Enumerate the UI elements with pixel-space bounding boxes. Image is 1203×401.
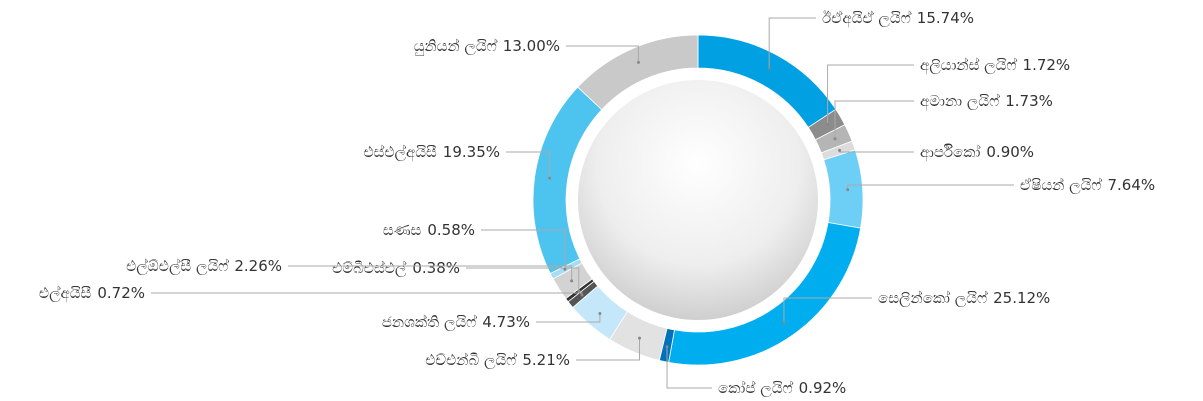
category-name: ආර්පිකෝ: [920, 143, 980, 162]
leader-line: [151, 292, 583, 296]
leader-dot: [570, 279, 574, 283]
leader-dot: [665, 345, 669, 349]
leader-dot: [563, 267, 567, 271]
leader-line: [576, 338, 641, 361]
slice-label: එස්එල්අයිසී 19.35%: [363, 142, 500, 161]
value-label: 13.00%: [503, 37, 560, 55]
value-label: 0.38%: [412, 259, 460, 277]
value-label: 4.73%: [482, 313, 530, 331]
category-name: ඒෂියන් ලයිෆ්: [1020, 175, 1102, 193]
donut: [532, 34, 864, 366]
leader-dot: [838, 148, 842, 152]
leader-line: [834, 100, 914, 139]
value-label: 0.58%: [427, 221, 475, 239]
slice-label: එල්අයිසී 0.72%: [39, 283, 145, 302]
slice-label: ඒෂියන් ලයිෆ් 7.64%: [1020, 175, 1155, 193]
leader-line: [288, 265, 573, 281]
leader-dot: [638, 336, 642, 340]
slice: [823, 149, 864, 229]
leader-line: [536, 313, 601, 323]
category-name: ඊඒඅයිඒ ලයිෆ්: [822, 8, 911, 27]
leader-line: [566, 45, 639, 63]
value-label: 1.73%: [1005, 92, 1053, 110]
category-name: එම්බීඑස්එල්: [332, 258, 407, 276]
value-label: 0.92%: [799, 379, 847, 397]
center-disc: [578, 80, 818, 320]
leader-line: [847, 184, 1014, 190]
leader-line: [768, 17, 816, 68]
leader-dot: [833, 137, 837, 141]
slice-label: සෙලින්කෝ ලයිෆ් 25.12%: [878, 288, 1050, 306]
category-name: සණස: [383, 221, 422, 239]
category-name: ජනශක්ති ලයිෆ්: [382, 312, 477, 330]
value-label: 5.21%: [522, 351, 570, 369]
leader-dot: [577, 289, 581, 293]
leader-dot: [598, 311, 602, 315]
value-label: 0.72%: [97, 284, 145, 302]
slice-label: එම්බීඑස්එල් 0.38%: [332, 258, 460, 276]
labels: ඊඒඅයිඒ ලයිෆ් 15.74% අලියාන්ස් ලයිෆ් 1.72% අම…: [39, 8, 1155, 396]
leader-line: [466, 267, 580, 292]
value-label: 19.35%: [443, 143, 500, 161]
category-name: සෙලින්කෝ ලයිෆ්: [878, 288, 988, 306]
category-name: එච්එන්බී ලයිෆ්: [425, 350, 517, 368]
value-label: 25.12%: [993, 289, 1050, 307]
slice-label: ආර්පිකෝ 0.90%: [920, 143, 1034, 162]
value-label: 1.72%: [1023, 56, 1071, 74]
value-label: 15.74%: [917, 9, 974, 27]
slice-label: එල්ඕඑල්සී ලයිෆ් 2.26%: [126, 256, 282, 274]
leader-dot: [636, 60, 640, 64]
category-name: කෝප් ලයිෆ්: [718, 378, 793, 396]
value-label: 7.64%: [1107, 176, 1155, 194]
leader-dot: [767, 66, 771, 70]
leader-dot: [548, 176, 552, 180]
category-name: යුනියන් ලයිෆ්: [414, 36, 498, 55]
slice-label: අලියාන්ස් ලයිෆ් 1.72%: [920, 55, 1070, 74]
slice: [577, 34, 699, 111]
category-name: එල්ඕඑල්සී ලයිෆ්: [126, 256, 229, 274]
leader-line: [783, 297, 872, 323]
slice-label: ඊඒඅයිඒ ලයිෆ් 15.74%: [822, 8, 974, 27]
leader-dot: [782, 321, 786, 325]
leader-line: [666, 346, 712, 389]
slice-label: එච්එන්බී ලයිෆ් 5.21%: [425, 350, 570, 368]
category-name: එල්අයිසී: [39, 283, 92, 302]
category-name: අමානා ලයිෆ්: [920, 91, 1000, 110]
slice-label: යුනියන් ලයිෆ් 13.00%: [414, 36, 560, 55]
value-label: 2.26%: [234, 257, 282, 275]
leader-line: [827, 64, 914, 125]
leader-line: [481, 229, 566, 270]
leader-dot: [846, 188, 850, 192]
leader-dot: [580, 293, 584, 297]
leader-dot: [826, 122, 830, 126]
value-label: 0.90%: [986, 143, 1034, 161]
leader-line: [506, 151, 551, 179]
slice-label: අමානා ලයිෆ් 1.73%: [920, 91, 1053, 110]
slice-label: සණස 0.58%: [383, 221, 475, 239]
slice-label: ජනශක්ති ලයිෆ් 4.73%: [382, 312, 530, 330]
category-name: අලියාන්ස් ලයිෆ්: [920, 55, 1017, 74]
slice-label: කෝප් ලයිෆ් 0.92%: [718, 378, 846, 396]
category-name: එස්එල්අයිසී: [363, 142, 437, 161]
